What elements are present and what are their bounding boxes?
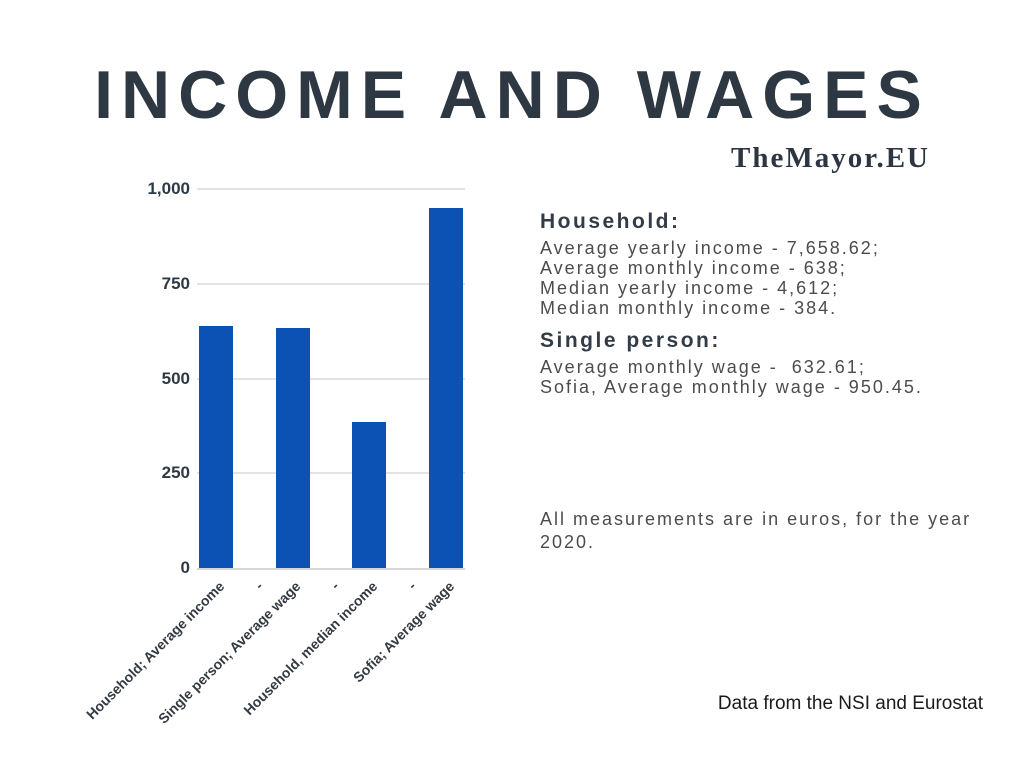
data-source-note: Data from the NSI and Eurostat (717, 693, 983, 714)
y-axis-tick-750: 750 (161, 273, 190, 293)
stats-panel: Household: Average yearly income - 7,658… (540, 210, 990, 397)
gridline-500 (197, 377, 465, 380)
brand-logo: TheMayor.EU (731, 142, 930, 174)
x-axis-label-1: - (251, 578, 266, 593)
chart-bar-2 (275, 328, 310, 568)
x-axis-label-0: Household; Average income (83, 578, 228, 723)
y-axis-tick-1000: 1,000 (147, 179, 190, 198)
x-axis-label-5: - (404, 578, 419, 593)
gridline-750 (197, 282, 465, 285)
x-axis-label-3: - (327, 578, 343, 593)
x-axis-line (197, 568, 465, 570)
measurement-note: All measurements are in euros, for the y… (540, 509, 979, 552)
household-stat-line-0: Average yearly income - 7,658.62; (540, 238, 880, 258)
household-stats: Average yearly income - 7,658.62; Average… (540, 238, 990, 318)
single-person-stat-line-0: Average monthly wage - 632.61; (540, 357, 866, 377)
single-person-heading: Single person: (540, 329, 721, 352)
page-title: INCOME AND WAGES (94, 57, 930, 133)
y-axis-tick-0: 0 (180, 558, 190, 577)
household-stat-line-3: Median monthly income - 384. (540, 298, 838, 318)
household-heading: Household: (540, 210, 681, 233)
y-axis-tick-250: 250 (161, 463, 190, 483)
x-axis-label-4: Household, median income (240, 578, 381, 719)
x-axis-label-2: Single person; Average wage (155, 578, 305, 727)
chart-bar-0 (199, 326, 234, 568)
household-stat-line-2: Median yearly income - 4,612; (540, 278, 840, 298)
single-person-stat-line-1: Sofia, Average monthly wage - 950.45. (540, 377, 923, 397)
chart-bar-6 (428, 207, 463, 568)
gridline-250 (197, 472, 465, 475)
y-axis-tick-500: 500 (161, 368, 190, 388)
chart-bar-4 (352, 422, 387, 568)
household-stat-line-1: Average monthly income - 638; (540, 258, 847, 278)
gridline-1000 (197, 188, 465, 190)
single-person-stats: Average monthly wage - 632.61; Sofia, Ave… (540, 357, 990, 397)
